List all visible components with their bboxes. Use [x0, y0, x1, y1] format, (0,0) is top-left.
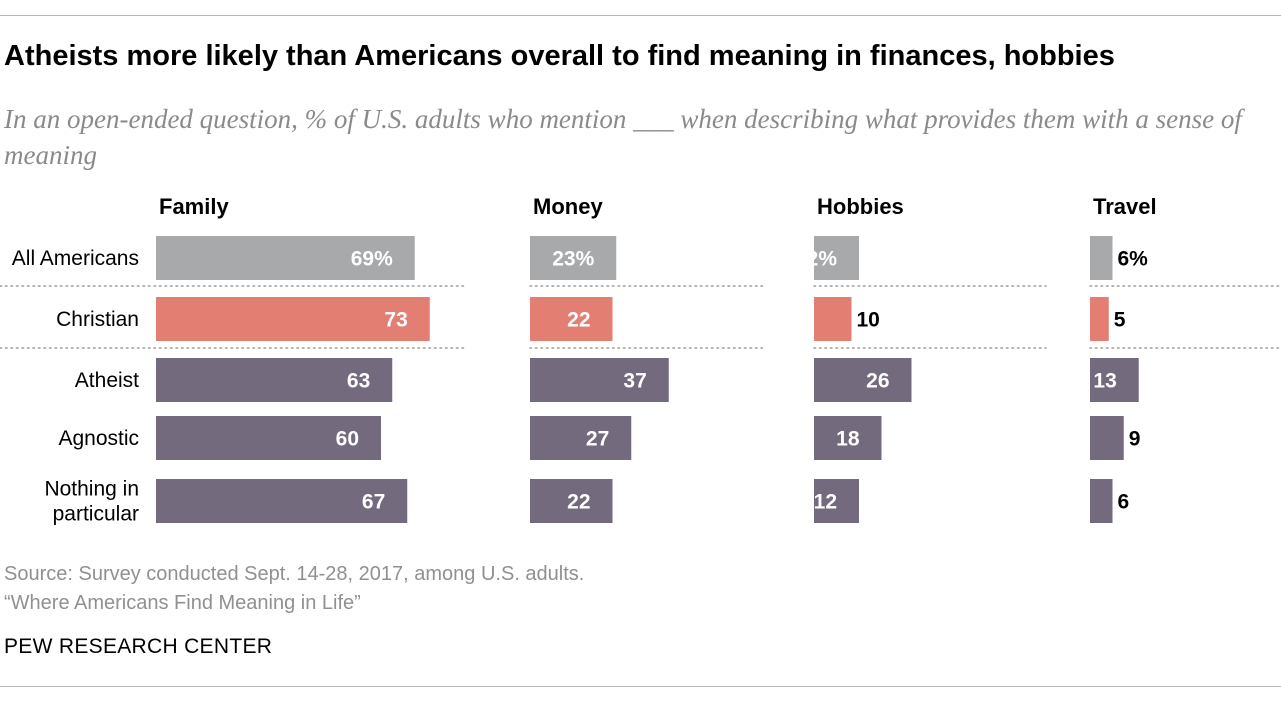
value-label-money-agnostic: 27 [586, 428, 609, 451]
value-label-hobbies-agnostic: 18 [836, 428, 860, 451]
bar-money-christian [530, 297, 613, 341]
value-label-money-christian: 22 [567, 309, 590, 332]
bottom-rule [0, 686, 1281, 687]
value-label-hobbies-christian: 10 [857, 309, 880, 332]
value-label-hobbies-nothing-in-particular: 12 [814, 491, 837, 514]
org-name: PEW RESEARCH CENTER [4, 635, 273, 658]
panel-header-hobbies: Hobbies [817, 194, 904, 219]
value-label-travel-agnostic: 9 [1129, 428, 1141, 451]
bar-family-christian [156, 297, 430, 341]
value-label-family-agnostic: 60 [336, 428, 359, 451]
source-note: Source: Survey conducted Sept. 14-28, 20… [4, 563, 585, 585]
chart-title: Atheists more likely than Americans over… [4, 40, 1115, 72]
value-label-travel-atheist: 13 [1093, 370, 1116, 393]
bar-chart: All Americans Christian Atheist Agnostic Not… [0, 194, 1281, 526]
bar-travel-atheist [1090, 358, 1139, 402]
value-label-family-nothing-in-particular: 67 [362, 491, 385, 514]
bar-family-nothing-in-particular [156, 479, 408, 523]
value-label-hobbies-atheist: 26 [866, 370, 889, 393]
bar-family-agnostic [156, 416, 381, 460]
category-label-all-americans: All Americans [12, 247, 139, 270]
bar-family-atheist [156, 358, 393, 402]
bar-hobbies-atheist [814, 358, 912, 402]
value-label-travel-christian: 5 [1114, 309, 1126, 332]
panel-header-money: Money [533, 194, 603, 219]
category-label-atheist: Atheist [75, 369, 139, 392]
chart-subtitle: In an open-ended question, % of U.S. adu… [4, 104, 1242, 170]
value-label-money-atheist: 37 [623, 370, 646, 393]
bar-money-nothing-in-particular [530, 479, 613, 523]
bar-family-all-americans [156, 236, 415, 280]
panel-header-family: Family [159, 194, 229, 219]
value-label-family-atheist: 63 [347, 370, 370, 393]
bar-money-agnostic [530, 416, 632, 460]
value-label-hobbies-all-americans: 12% [795, 248, 837, 271]
category-label-christian: Christian [56, 308, 139, 331]
value-label-travel-all-americans: 6% [1118, 248, 1149, 271]
value-label-travel-nothing-in-particular: 6 [1118, 491, 1130, 514]
bar-hobbies-christian [814, 297, 852, 341]
bar-money-all-americans [530, 236, 617, 280]
value-label-money-nothing-in-particular: 22 [567, 491, 590, 514]
report-title: “Where Americans Find Meaning in Life” [4, 592, 361, 614]
bar-travel-agnostic [1090, 416, 1124, 460]
value-label-family-christian: 73 [384, 309, 407, 332]
bar-travel-christian [1090, 297, 1109, 341]
bar-travel-nothing-in-particular [1090, 479, 1113, 523]
value-label-family-all-americans: 69% [351, 248, 393, 271]
panel-header-travel: Travel [1093, 194, 1157, 219]
bar-travel-all-americans [1090, 236, 1113, 280]
category-label-nothing-in-particular: Nothing in particular [44, 478, 139, 526]
bar-hobbies-nothing-in-particular [814, 479, 859, 523]
value-label-money-all-americans: 23% [552, 248, 594, 271]
category-label-agnostic: Agnostic [58, 427, 139, 450]
bar-money-atheist [530, 358, 669, 402]
bar-hobbies-all-americans [814, 236, 859, 280]
bar-hobbies-agnostic [814, 416, 882, 460]
top-rule [0, 15, 1281, 16]
